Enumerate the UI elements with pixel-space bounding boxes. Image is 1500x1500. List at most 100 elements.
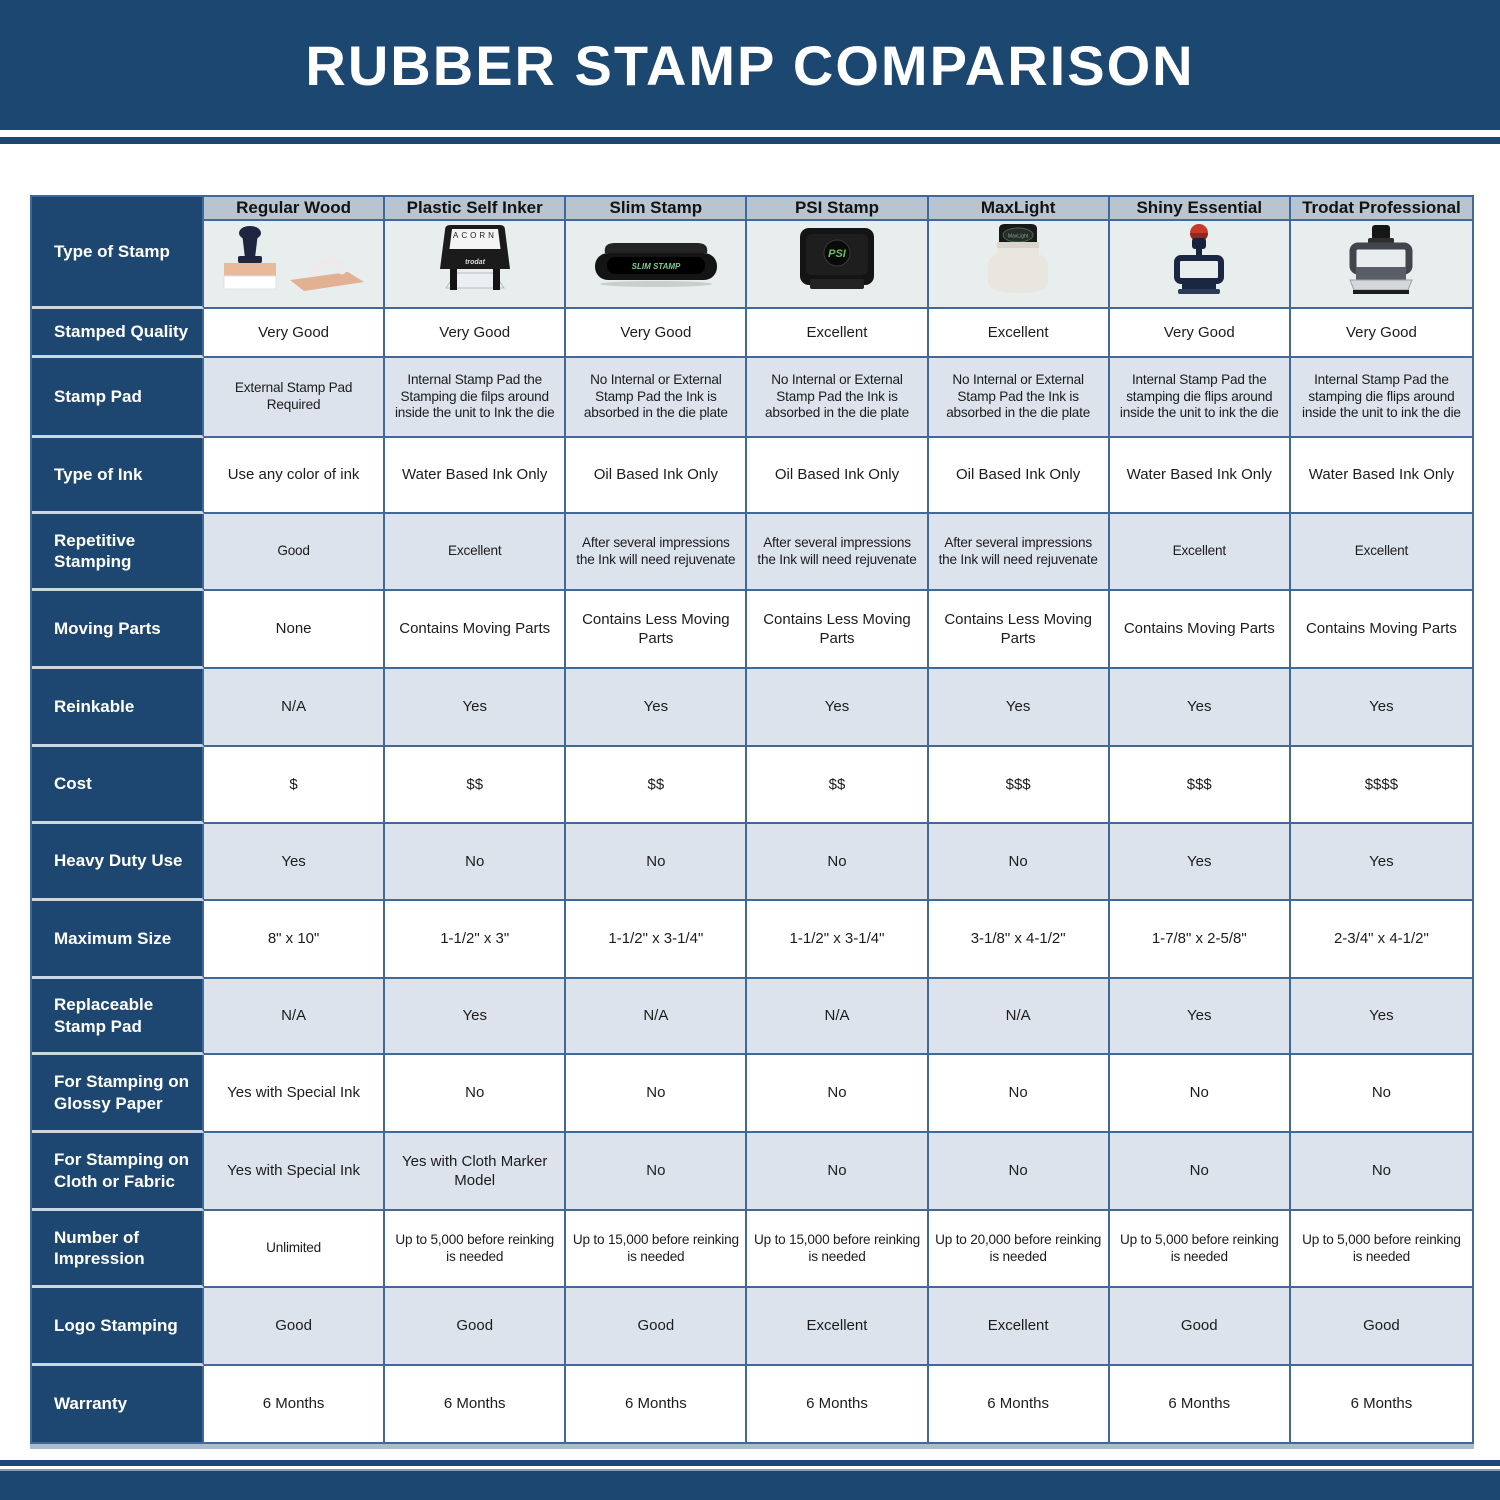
table-cell-logo-stamping-regular-wood: Good [204, 1288, 386, 1366]
table-cell-moving-parts-trodat-professional: Contains Moving Parts [1290, 591, 1472, 669]
table-cell-number-of-impression-regular-wood: Unlimited [204, 1211, 386, 1288]
table-cell-repetitive-stamping-plastic-self-inker: Excellent [385, 514, 567, 591]
table-cell-stamped-quality-trodat-professional: Very Good [1290, 309, 1472, 358]
table-cell-stamp-pad-trodat-professional: Internal Stamp Pad the stamping die flip… [1290, 358, 1472, 438]
table-cell-heavy-duty-use-psi-stamp: No [747, 824, 929, 901]
maxlight-stamp-image: MaxLight [943, 222, 1093, 306]
table-cell-maximum-size-psi-stamp: 1-1/2" x 3-1/4" [747, 901, 929, 979]
row-label-for-stamping-on-glossy-paper: For Stamping on Glossy Paper [32, 1055, 204, 1133]
table-cell-reinkable-psi-stamp: Yes [747, 669, 929, 747]
row-label-stamped-quality: Stamped Quality [32, 309, 204, 358]
table-cell-for-stamping-on-cloth-or-fabric-trodat-professional: No [1290, 1133, 1472, 1211]
table-cell-heavy-duty-use-shiny-essential: Yes [1109, 824, 1291, 901]
table-cell-repetitive-stamping-psi-stamp: After several impressions the Ink will n… [747, 514, 929, 591]
table-cell-warranty-psi-stamp: 6 Months [747, 1366, 929, 1442]
shiny-essential-stamp-image [1124, 222, 1274, 306]
table-cell-stamped-quality-slim-stamp: Very Good [566, 309, 748, 358]
column-header-regular-wood: Regular Wood [204, 197, 386, 221]
table-cell-for-stamping-on-cloth-or-fabric-plastic-self-inker: Yes with Cloth Marker Model [385, 1133, 567, 1211]
table-cell-logo-stamping-shiny-essential: Good [1109, 1288, 1291, 1366]
column-header-plastic-self-inker: Plastic Self Inker [385, 197, 567, 221]
row-label-heavy-duty-use: Heavy Duty Use [32, 824, 204, 901]
table-cell-cost-regular-wood: $ [204, 747, 386, 824]
table-cell-warranty-regular-wood: 6 Months [204, 1366, 386, 1442]
table-cell-type-of-ink-plastic-self-inker: Water Based Ink Only [385, 438, 567, 514]
table-cell-moving-parts-regular-wood: None [204, 591, 386, 669]
column-header-slim-stamp: Slim Stamp [566, 197, 748, 221]
table-cell-for-stamping-on-glossy-paper-regular-wood: Yes with Special Ink [204, 1055, 386, 1133]
stamp-photo-cell [204, 221, 386, 309]
table-cell-warranty-plastic-self-inker: 6 Months [385, 1366, 567, 1442]
svg-text:PSI: PSI [828, 248, 847, 260]
table-cell-warranty-shiny-essential: 6 Months [1110, 1366, 1291, 1442]
table-cell-cost-shiny-essential: $$$ [1109, 747, 1291, 824]
table-cell-number-of-impression-slim-stamp: Up to 15,000 before reinking is needed [566, 1211, 748, 1288]
table-cell-number-of-impression-trodat-professional: Up to 5,000 before reinking is needed [1290, 1211, 1472, 1288]
table-cell-stamped-quality-plastic-self-inker: Very Good [385, 309, 567, 358]
table-cell-heavy-duty-use-trodat-professional: Yes [1290, 824, 1472, 901]
table-cell-replaceable-stamp-pad-slim-stamp: N/A [566, 979, 748, 1055]
table-cell-heavy-duty-use-maxlight: No [928, 824, 1110, 901]
table-cell-for-stamping-on-cloth-or-fabric-regular-wood: Yes with Special Ink [204, 1133, 386, 1211]
table-cell-repetitive-stamping-trodat-professional: Excellent [1290, 514, 1472, 591]
table-cell-stamped-quality-maxlight: Excellent [928, 309, 1110, 358]
table-cell-for-stamping-on-cloth-or-fabric-psi-stamp: No [747, 1133, 929, 1211]
table-cell-logo-stamping-slim-stamp: Good [566, 1288, 748, 1366]
table-cell-cost-slim-stamp: $$ [566, 747, 748, 824]
table-cell-replaceable-stamp-pad-trodat-professional: Yes [1290, 979, 1472, 1055]
column-header-maxlight: MaxLight [928, 197, 1110, 221]
row-label-moving-parts: Moving Parts [32, 591, 204, 669]
table-cell-moving-parts-psi-stamp: Contains Less Moving Parts [747, 591, 929, 669]
table-cell-type-of-ink-shiny-essential: Water Based Ink Only [1109, 438, 1291, 514]
table-cell-type-of-ink-trodat-professional: Water Based Ink Only [1290, 438, 1472, 514]
row-label-stamp-pad: Stamp Pad [32, 358, 204, 438]
table-cell-stamp-pad-psi-stamp: No Internal or External Stamp Pad the In… [747, 358, 929, 438]
table-cell-stamp-pad-shiny-essential: Internal Stamp Pad the stamping die flip… [1109, 358, 1291, 438]
table-cell-moving-parts-shiny-essential: Contains Moving Parts [1109, 591, 1291, 669]
table-cell-reinkable-maxlight: Yes [928, 669, 1110, 747]
table-cell-for-stamping-on-cloth-or-fabric-shiny-essential: No [1109, 1133, 1291, 1211]
table-cell-type-of-ink-regular-wood: Use any color of ink [204, 438, 386, 514]
table-cell-heavy-duty-use-regular-wood: Yes [204, 824, 386, 901]
row-label-replaceable-stamp-pad: Replaceable Stamp Pad [32, 979, 204, 1055]
stamp-photo-cell: PSI [747, 221, 929, 309]
table-cell-for-stamping-on-glossy-paper-trodat-professional: No [1290, 1055, 1472, 1133]
table-cell-cost-maxlight: $$$ [928, 747, 1110, 824]
row-label-repetitive-stamping: Repetitive Stamping [32, 514, 204, 591]
table-cell-stamp-pad-slim-stamp: No Internal or External Stamp Pad the In… [566, 358, 748, 438]
table-cell-warranty-maxlight: 6 Months [929, 1366, 1110, 1442]
table-cell-repetitive-stamping-regular-wood: Good [204, 514, 386, 591]
table-cell-number-of-impression-psi-stamp: Up to 15,000 before reinking is needed [747, 1211, 929, 1288]
bottom-banner [0, 1469, 1500, 1500]
bottom-separator-line [0, 1460, 1500, 1466]
table-cell-moving-parts-plastic-self-inker: Contains Moving Parts [385, 591, 567, 669]
table-cell-reinkable-slim-stamp: Yes [566, 669, 748, 747]
table-cell-stamped-quality-regular-wood: Very Good [204, 309, 386, 358]
table-cell-maximum-size-plastic-self-inker: 1-1/2" x 3" [385, 901, 567, 979]
table-cell-number-of-impression-maxlight: Up to 20,000 before reinking is needed [928, 1211, 1110, 1288]
slim-stamp-image: SLIM STAMP [581, 222, 731, 306]
table-cell-warranty-slim-stamp: 6 Months [566, 1366, 748, 1442]
table-cell-heavy-duty-use-slim-stamp: No [566, 824, 748, 901]
svg-text:MaxLight: MaxLight [1008, 234, 1029, 240]
table-cell-reinkable-shiny-essential: Yes [1109, 669, 1291, 747]
table-cell-type-of-ink-maxlight: Oil Based Ink Only [928, 438, 1110, 514]
table-cell-stamp-pad-maxlight: No Internal or External Stamp Pad the In… [928, 358, 1110, 438]
table-cell-stamped-quality-psi-stamp: Excellent [747, 309, 929, 358]
psi-stamp-image: PSI [762, 222, 912, 306]
row-label-logo-stamping: Logo Stamping [32, 1288, 204, 1366]
row-label-for-stamping-on-cloth-or-fabric: For Stamping on Cloth or Fabric [32, 1133, 204, 1211]
table-cell-type-of-ink-psi-stamp: Oil Based Ink Only [747, 438, 929, 514]
column-header-psi-stamp: PSI Stamp [747, 197, 929, 221]
stamp-photo-cell [1290, 221, 1472, 309]
table-cell-warranty-trodat-professional: 6 Months [1350, 1395, 1413, 1413]
regular-wood-stamp-image [214, 222, 374, 306]
table-cell-logo-stamping-psi-stamp: Excellent [747, 1288, 929, 1366]
stamp-photo-cell: MaxLight [928, 221, 1110, 309]
row-label-number-of-impression: Number of Impression [32, 1211, 204, 1288]
row-label-type-of-stamp: Type of Stamp [32, 197, 204, 309]
table-cell-replaceable-stamp-pad-shiny-essential: Yes [1109, 979, 1291, 1055]
table-cell-for-stamping-on-glossy-paper-shiny-essential: No [1109, 1055, 1291, 1133]
svg-text:SLIM STAMP: SLIM STAMP [631, 262, 680, 271]
table-cell-for-stamping-on-cloth-or-fabric-maxlight: No [928, 1133, 1110, 1211]
